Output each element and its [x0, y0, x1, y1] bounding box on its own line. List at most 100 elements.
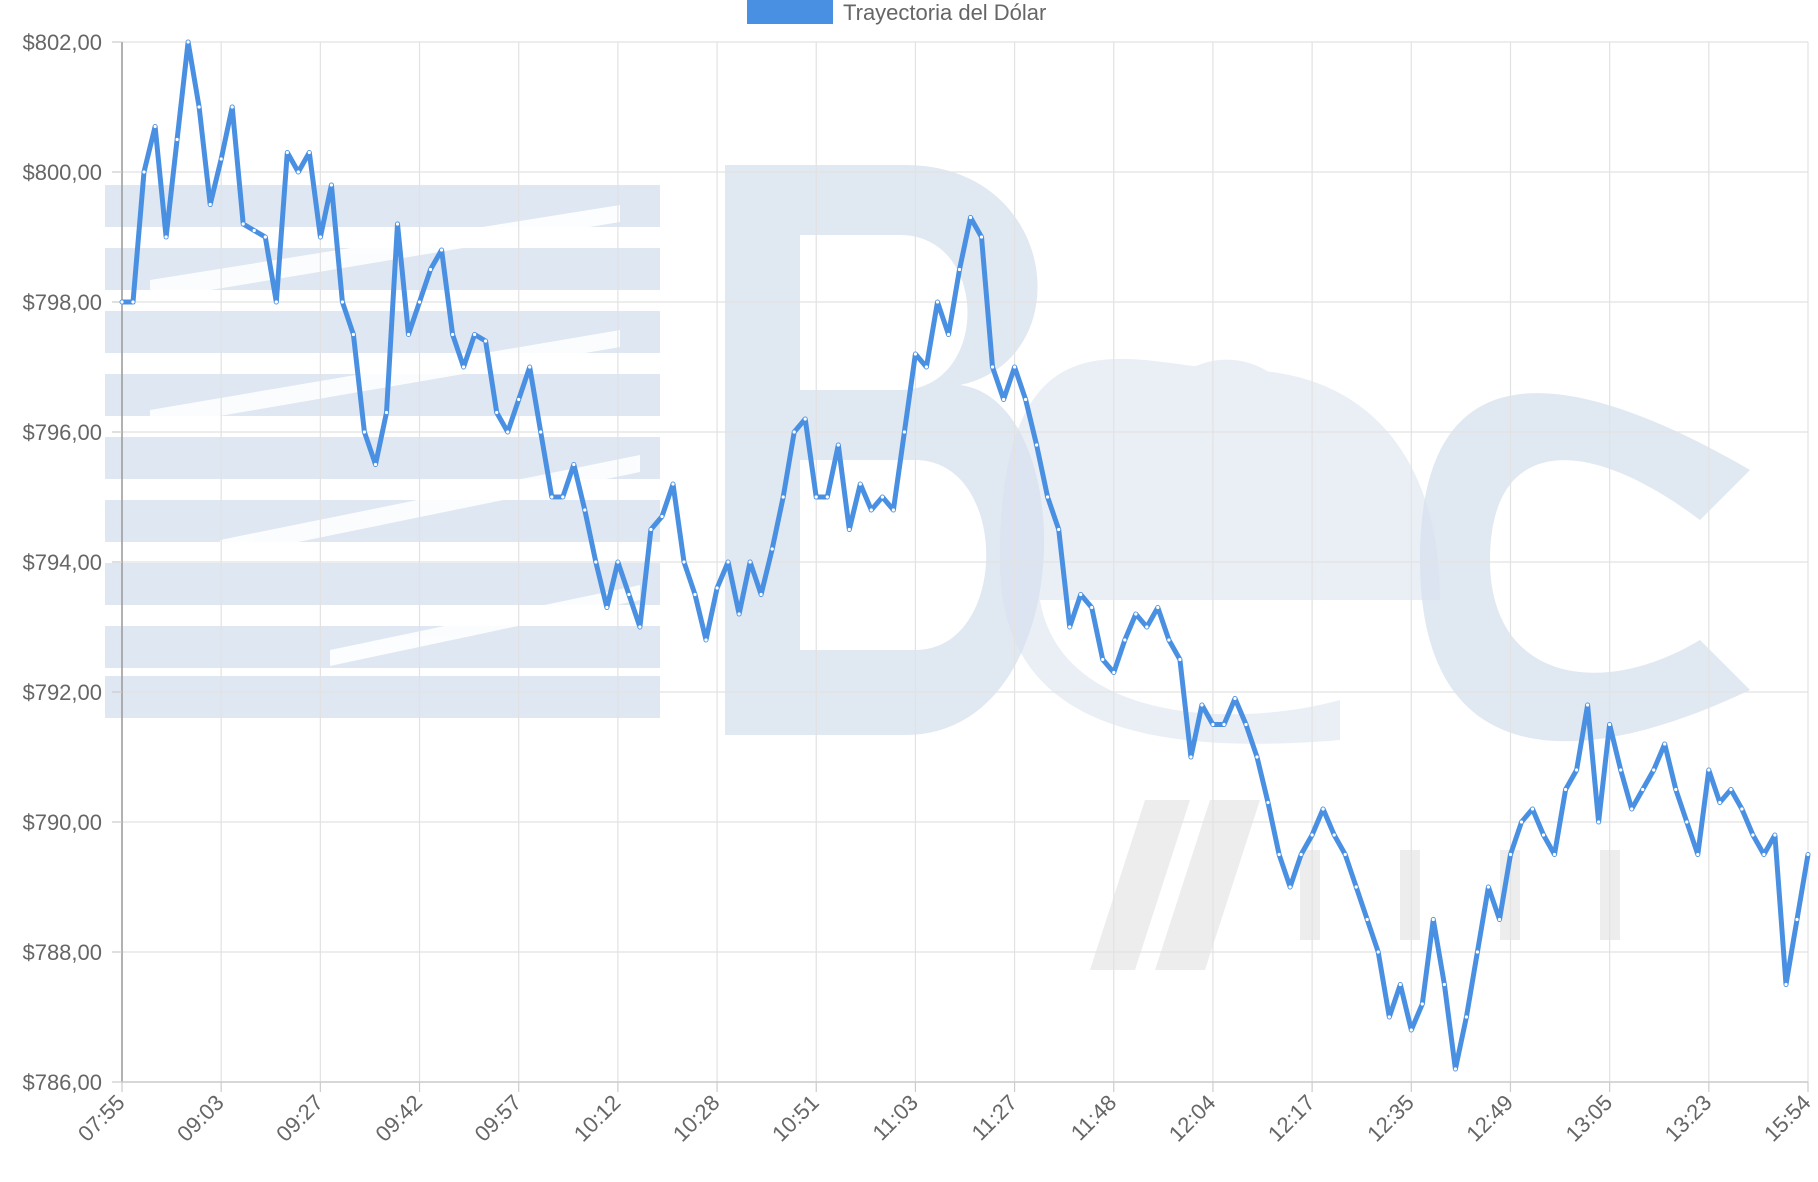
data-point[interactable] — [1729, 787, 1733, 792]
data-point[interactable] — [1641, 787, 1645, 792]
data-point[interactable] — [1310, 833, 1314, 837]
data-point[interactable] — [417, 300, 422, 304]
data-point[interactable] — [1431, 917, 1435, 922]
data-point[interactable] — [517, 397, 521, 402]
data-point[interactable] — [638, 625, 642, 629]
data-point[interactable] — [616, 560, 620, 564]
data-point[interactable] — [1541, 833, 1546, 837]
data-point[interactable] — [1343, 852, 1347, 857]
data-point[interactable] — [1035, 443, 1039, 447]
data-point[interactable] — [131, 300, 135, 304]
data-point[interactable] — [484, 339, 488, 343]
data-point[interactable] — [1740, 807, 1744, 811]
data-point[interactable] — [153, 124, 157, 129]
data-point[interactable] — [957, 267, 962, 272]
data-point[interactable] — [175, 137, 179, 142]
data-point[interactable] — [1685, 820, 1689, 824]
data-point[interactable] — [561, 495, 565, 499]
data-point[interactable] — [1475, 950, 1479, 954]
data-point[interactable] — [836, 443, 840, 447]
data-point[interactable] — [1222, 722, 1226, 727]
data-point[interactable] — [1046, 495, 1050, 499]
data-point[interactable] — [120, 300, 124, 304]
data-point[interactable] — [1486, 885, 1490, 889]
legend[interactable]: Trayectoria del Dólar — [747, 0, 1046, 25]
data-point[interactable] — [142, 170, 146, 174]
data-point[interactable] — [704, 638, 708, 642]
data-point[interactable] — [847, 527, 851, 532]
data-point[interactable] — [1101, 657, 1105, 662]
data-point[interactable] — [1244, 722, 1248, 727]
data-point[interactable] — [550, 495, 554, 499]
data-point[interactable] — [946, 332, 951, 337]
data-point[interactable] — [1453, 1067, 1457, 1071]
data-point[interactable] — [968, 215, 973, 220]
data-point[interactable] — [1112, 670, 1116, 675]
data-point[interactable] — [1277, 852, 1281, 857]
data-point[interactable] — [329, 183, 333, 187]
data-point[interactable] — [1013, 365, 1017, 369]
data-point[interactable] — [1288, 885, 1292, 889]
data-point[interactable] — [340, 300, 344, 304]
data-point[interactable] — [318, 235, 322, 239]
data-point[interactable] — [495, 410, 499, 415]
data-point[interactable] — [759, 592, 763, 597]
data-point[interactable] — [1608, 722, 1612, 727]
data-point[interactable] — [1630, 807, 1634, 811]
data-point[interactable] — [1057, 527, 1061, 532]
data-point[interactable] — [858, 482, 862, 486]
data-point[interactable] — [1255, 755, 1259, 759]
data-point[interactable] — [660, 514, 664, 519]
data-point[interactable] — [979, 235, 984, 239]
data-point[interactable] — [990, 365, 995, 369]
data-point[interactable] — [1530, 807, 1535, 811]
data-point[interactable] — [285, 150, 289, 155]
data-point[interactable] — [1718, 800, 1722, 805]
data-point[interactable] — [473, 332, 477, 337]
data-point[interactable] — [1420, 1002, 1424, 1006]
data-point[interactable] — [1564, 787, 1568, 792]
data-point[interactable] — [296, 170, 300, 174]
data-point[interactable] — [252, 228, 256, 233]
data-point[interactable] — [693, 592, 697, 597]
data-point[interactable] — [869, 508, 873, 512]
data-point[interactable] — [395, 222, 400, 226]
data-point[interactable] — [362, 430, 366, 434]
data-point[interactable] — [594, 560, 598, 564]
data-point[interactable] — [1090, 605, 1094, 610]
data-point[interactable] — [528, 365, 532, 369]
data-point[interactable] — [197, 105, 201, 109]
data-point[interactable] — [1751, 833, 1755, 837]
data-point[interactable] — [792, 430, 796, 434]
data-point[interactable] — [1266, 800, 1270, 805]
data-point[interactable] — [671, 482, 675, 486]
data-point[interactable] — [440, 248, 444, 252]
data-point[interactable] — [1178, 657, 1182, 662]
data-point[interactable] — [373, 462, 378, 467]
data-point[interactable] — [1773, 833, 1777, 837]
data-point[interactable] — [902, 430, 907, 434]
data-point[interactable] — [935, 300, 940, 304]
data-point[interactable] — [241, 222, 245, 226]
data-point[interactable] — [506, 430, 510, 434]
data-point[interactable] — [781, 495, 785, 499]
data-point[interactable] — [186, 40, 190, 44]
data-point[interactable] — [1299, 852, 1303, 857]
data-point[interactable] — [1707, 768, 1711, 772]
data-point[interactable] — [1134, 612, 1138, 616]
data-point[interactable] — [1795, 917, 1799, 922]
data-point[interactable] — [1068, 625, 1072, 629]
data-point[interactable] — [814, 495, 818, 499]
data-point[interactable] — [1200, 703, 1204, 707]
data-point[interactable] — [1354, 885, 1358, 889]
data-point[interactable] — [307, 150, 311, 155]
data-point[interactable] — [1652, 768, 1656, 772]
data-point[interactable] — [1398, 982, 1402, 987]
data-point[interactable] — [1365, 917, 1369, 922]
data-point[interactable] — [208, 202, 212, 207]
data-point[interactable] — [1696, 852, 1700, 857]
data-point[interactable] — [649, 527, 653, 532]
data-point[interactable] — [1464, 1015, 1468, 1019]
data-point[interactable] — [1002, 397, 1006, 402]
data-point[interactable] — [1586, 703, 1590, 707]
